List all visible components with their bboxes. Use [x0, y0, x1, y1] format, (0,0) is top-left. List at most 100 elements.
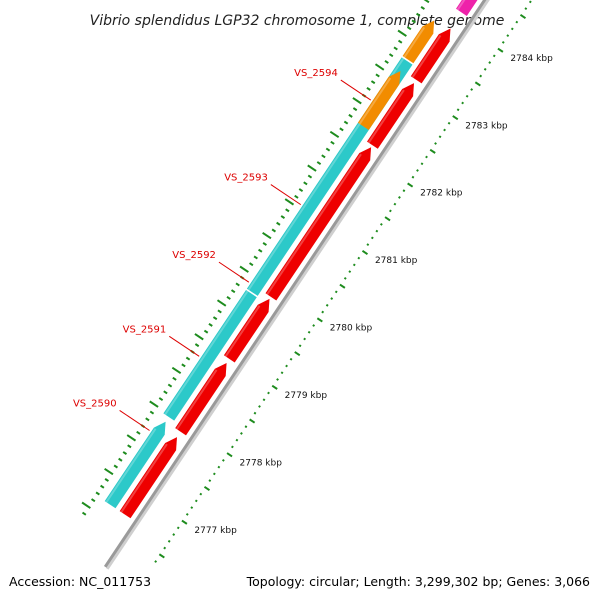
outer-tick — [81, 501, 91, 509]
outer-tick — [235, 282, 240, 287]
inner-tick — [389, 209, 392, 213]
accession-text: Accession: NC_011753 — [9, 574, 152, 589]
inner-tick — [519, 13, 527, 19]
inner-tick — [488, 61, 492, 64]
outer-tick — [172, 376, 177, 381]
outer-tick — [212, 316, 218, 321]
inner-tick — [352, 263, 356, 267]
outer-tick — [239, 265, 249, 273]
backbone-shadow — [105, 0, 490, 570]
feature-red — [175, 363, 227, 436]
feature-orange — [357, 71, 401, 130]
outer-tick — [393, 46, 398, 51]
feature-highlight — [358, 77, 392, 125]
inner-tick — [294, 351, 301, 357]
scale-label: 2779 kbp — [285, 391, 328, 401]
feature-highlight — [164, 290, 249, 416]
gene-leader-line — [270, 184, 302, 206]
inner-tick — [515, 20, 519, 24]
inner-tick — [528, 0, 532, 4]
outer-tick — [407, 26, 412, 31]
gene-leader-line — [340, 79, 372, 101]
feature-red — [410, 28, 451, 84]
inner-tick — [172, 533, 176, 536]
inner-tick — [194, 499, 198, 503]
feature-highlight — [176, 369, 218, 430]
scale-label: 2778 kbp — [240, 458, 283, 468]
inner-tick — [262, 398, 266, 402]
inner-tick — [271, 384, 278, 390]
feature-cyan — [246, 113, 376, 296]
scale-label: 2777 kbp — [194, 526, 237, 536]
gene-label: VS_2592 — [172, 250, 216, 261]
outer-tick — [348, 113, 353, 118]
inner-tick — [303, 337, 307, 341]
outer-tick — [208, 322, 213, 327]
gene-label: VS_2590 — [73, 398, 117, 409]
outer-tick — [397, 39, 403, 44]
outer-tick — [285, 208, 290, 213]
inner-tick — [348, 270, 352, 273]
feature-magenta — [456, 0, 478, 16]
backbone-line — [103, 0, 487, 568]
outer-tick — [397, 29, 407, 37]
outer-tick — [307, 164, 317, 172]
feature-highlight — [120, 443, 168, 513]
outer-tick — [375, 73, 380, 78]
inner-tick — [402, 189, 406, 193]
inner-tick — [158, 553, 165, 559]
inner-tick — [429, 148, 436, 154]
outer-tick — [226, 295, 231, 300]
inner-tick — [307, 330, 311, 334]
outer-tick — [136, 430, 141, 435]
backbone-layer — [103, 0, 490, 570]
outer-tick — [194, 343, 200, 348]
outer-tick — [163, 390, 168, 395]
inner-tick — [461, 101, 465, 105]
feature-orange — [402, 20, 435, 64]
inner-tick — [258, 405, 261, 408]
inner-tick — [366, 243, 370, 247]
inner-tick — [203, 485, 211, 491]
inner-tick — [176, 526, 180, 530]
outer-tick — [294, 194, 299, 199]
inner-tick — [208, 479, 212, 483]
outer-tick — [181, 363, 186, 368]
outer-tick — [262, 242, 267, 246]
feature-layer — [104, 0, 478, 519]
gene-label: VS_2594 — [294, 68, 338, 79]
inner-tick — [217, 465, 221, 469]
outer-tick — [171, 366, 182, 375]
inner-tick — [357, 256, 361, 260]
inner-tick — [420, 162, 424, 166]
inner-tick — [465, 94, 469, 98]
outer-tick — [370, 80, 376, 85]
inner-tick — [343, 276, 347, 280]
inner-tick — [501, 40, 505, 44]
inner-tick — [212, 472, 216, 476]
outer-tick — [167, 383, 173, 388]
inner-tick — [483, 67, 487, 71]
feature-red — [223, 298, 270, 363]
scale-label: 2781 kbp — [375, 256, 418, 266]
inner-tick — [452, 115, 459, 121]
feature-highlight — [367, 89, 405, 144]
outer-tick — [145, 417, 150, 422]
gene-leader-line — [168, 335, 200, 357]
inner-tick — [443, 128, 446, 132]
outer-tick — [352, 107, 358, 112]
outer-tick — [113, 464, 119, 469]
inner-tick — [276, 378, 279, 381]
inner-tick — [370, 236, 374, 240]
outer-tick — [276, 221, 281, 226]
inner-tick — [289, 357, 293, 361]
outer-tick — [230, 289, 236, 294]
map-title: Vibrio splendidus LGP32 chromosome 1, co… — [90, 13, 505, 29]
outer-tick — [253, 255, 258, 260]
outer-tick — [194, 333, 204, 341]
outer-tick — [216, 299, 227, 307]
topology-text: Topology: circular; Length: 3,299,302 bp… — [246, 574, 590, 589]
inner-tick — [407, 182, 414, 188]
inner-tick — [325, 303, 329, 307]
outer-tick — [330, 140, 335, 145]
